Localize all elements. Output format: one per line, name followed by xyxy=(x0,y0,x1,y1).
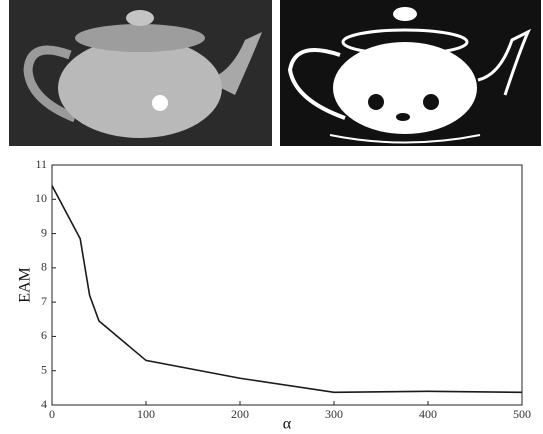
shaded-teapot-image xyxy=(9,0,272,146)
x-tick-label: 300 xyxy=(325,407,343,421)
y-tick-label: 6 xyxy=(41,328,47,342)
y-tick-label: 10 xyxy=(35,191,47,205)
data-line xyxy=(51,185,523,394)
x-tick-label: 400 xyxy=(419,407,437,421)
x-tick-label: 500 xyxy=(513,407,531,421)
x-tick-label: 100 xyxy=(137,407,155,421)
y-tick-label: 11 xyxy=(35,157,47,171)
y-tick-label: 4 xyxy=(41,397,47,411)
y-axis-label: EAM xyxy=(17,267,34,303)
y-tick-label: 7 xyxy=(41,294,47,308)
plot-frame xyxy=(51,164,523,406)
edge-map-image xyxy=(280,0,541,146)
x-tick-label: 0 xyxy=(49,407,55,421)
x-tick-label: 200 xyxy=(231,407,249,421)
x-axis-label: α xyxy=(283,416,292,433)
y-tick-label: 8 xyxy=(41,260,47,274)
y-tick-label: 5 xyxy=(41,362,47,376)
y-tick-label: 9 xyxy=(41,225,47,239)
